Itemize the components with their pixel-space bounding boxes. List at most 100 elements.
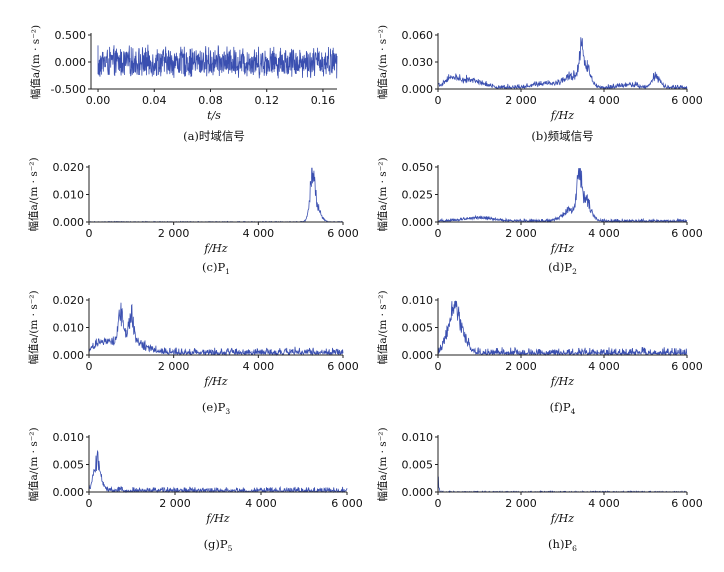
y-tick-label: 0.000 xyxy=(53,349,85,362)
y-tick-label: 0.010 xyxy=(53,431,85,444)
series-line-g xyxy=(88,449,348,494)
y-tick-label: 0.005 xyxy=(402,459,434,472)
x-axis-label: f/Hz xyxy=(550,242,574,255)
y-tick-label: 0.010 xyxy=(53,322,85,335)
caption-text: (g)P xyxy=(204,537,228,551)
panel-caption-e: (e)P3 xyxy=(202,400,231,416)
x-tick-label: 6 000 xyxy=(327,227,359,240)
panel-caption-h: (h)P6 xyxy=(548,537,577,553)
x-tick-label: 2 000 xyxy=(505,360,537,373)
panel-c: 0.000 0.010 0.020 0 2 000 4 000 6 000 f/Hz 幅值a/(… xyxy=(27,157,359,276)
x-tick-label: 4 000 xyxy=(245,497,277,510)
y-tick-label: 0.005 xyxy=(53,459,85,472)
x-axis-label: f/Hz xyxy=(550,375,574,388)
x-tick-label: 2 000 xyxy=(159,497,191,510)
panel-caption-g: (g)P5 xyxy=(204,537,233,553)
panel-f: 0.000 0.005 0.010 0 2 000 4 000 6 000 f/Hz 幅值a/(… xyxy=(376,290,703,416)
y-tick-label: 0.000 xyxy=(55,56,87,69)
caption-text: (e)P xyxy=(202,400,226,414)
series-line-f xyxy=(437,300,688,357)
panel-g: 0.000 0.005 0.010 0 2 000 4 000 6 000 f/Hz 幅值a/(… xyxy=(27,427,363,553)
panel-h: 0.000 0.005 0.010 0 2 000 4 000 6 000 f/Hz 幅值a/(… xyxy=(376,427,703,553)
panel-caption-c: (c)P1 xyxy=(202,260,230,276)
x-tick-label: 0.00 xyxy=(86,94,111,107)
y-tick-label: 0.030 xyxy=(402,56,434,69)
y-tick-label: 0.000 xyxy=(402,486,434,499)
x-tick-label: 0 xyxy=(86,360,93,373)
y-axis-label: 幅值a/(m · s⁻²) xyxy=(27,290,40,364)
panel-caption-a: (a)时域信号 xyxy=(183,129,245,143)
y-tick-label: 0.500 xyxy=(55,29,87,42)
y-axis-label: 幅值a/(m · s⁻²) xyxy=(27,427,40,501)
series-line-a xyxy=(97,44,338,79)
y-axis-label: 幅值a/(m · s⁻²) xyxy=(376,25,389,99)
x-tick-label: 2 000 xyxy=(158,360,190,373)
caption-subscript: 3 xyxy=(225,407,230,416)
x-tick-label: 0 xyxy=(435,360,442,373)
y-tick-label: 0.060 xyxy=(402,29,434,42)
y-tick-label: 0.000 xyxy=(402,83,434,96)
caption-text: (a)时域信号 xyxy=(183,129,245,143)
y-tick-label: 0.025 xyxy=(402,189,434,202)
y-tick-label: 0.000 xyxy=(402,216,434,229)
caption-text: (b)频域信号 xyxy=(531,129,593,143)
y-axis-label: 幅值a/(m · s⁻²) xyxy=(376,290,389,364)
x-tick-label: 2 000 xyxy=(505,227,537,240)
y-tick-label: 0.020 xyxy=(53,294,85,307)
x-tick-label: 4 000 xyxy=(243,360,275,373)
panel-caption-f: (f)P4 xyxy=(550,400,576,416)
x-tick-label: 4 000 xyxy=(588,360,620,373)
y-axis-label: 幅值a/(m · s⁻²) xyxy=(29,25,42,99)
y-tick-label: 0.000 xyxy=(402,349,434,362)
x-tick-label: 0.04 xyxy=(142,94,167,107)
y-tick-label: -0.500 xyxy=(51,83,86,96)
x-tick-label: 4 000 xyxy=(243,227,275,240)
x-tick-label: 6 000 xyxy=(671,497,703,510)
caption-text: (f)P xyxy=(550,400,571,414)
caption-subscript: 4 xyxy=(571,407,576,416)
y-tick-label: 0.005 xyxy=(402,322,434,335)
x-tick-label: 4 000 xyxy=(588,94,620,107)
caption-text: (h)P xyxy=(548,537,572,551)
x-tick-label: 6 000 xyxy=(327,360,359,373)
x-tick-label: 6 000 xyxy=(671,360,703,373)
x-tick-label: 2 000 xyxy=(158,227,190,240)
x-tick-label: 0 xyxy=(86,497,93,510)
series-line-e xyxy=(88,302,344,357)
x-axis-label: f/Hz xyxy=(550,512,574,525)
y-axis-label: 幅值a/(m · s⁻²) xyxy=(376,427,389,501)
x-tick-label: 0 xyxy=(435,227,442,240)
series-line-h xyxy=(437,476,688,493)
y-tick-label: 0.010 xyxy=(402,431,434,444)
panel-caption-b: (b)频域信号 xyxy=(531,129,593,143)
y-tick-label: 0.010 xyxy=(402,294,434,307)
x-tick-label: 4 000 xyxy=(588,227,620,240)
caption-subscript: 5 xyxy=(228,544,233,553)
x-tick-label: 0 xyxy=(435,497,442,510)
x-tick-label: 0 xyxy=(86,227,93,240)
x-tick-label: 6 000 xyxy=(671,94,703,107)
x-axis-label: f/Hz xyxy=(205,512,229,525)
x-tick-label: 0 xyxy=(435,94,442,107)
y-tick-label: 0.050 xyxy=(402,161,434,174)
x-tick-label: 6 000 xyxy=(331,497,363,510)
panel-a: -0.500 0.000 0.500 0.00 0.04 0.08 0.12 0.16 t/s 幅… xyxy=(29,25,338,143)
y-tick-label: 0.000 xyxy=(53,486,85,499)
x-axis-label: f/Hz xyxy=(203,242,227,255)
y-tick-label: 0.010 xyxy=(53,189,85,202)
x-tick-label: 6 000 xyxy=(671,227,703,240)
y-tick-label: 0.020 xyxy=(53,161,85,174)
panel-d: 0.000 0.025 0.050 0 2 000 4 000 6 000 f/Hz 幅值a/(… xyxy=(376,157,703,276)
caption-text: (d)P xyxy=(548,260,572,274)
series-line-c xyxy=(89,167,344,223)
panel-e: 0.000 0.010 0.020 0 2 000 4 000 6 000 f/Hz 幅值a/(… xyxy=(27,290,359,416)
panel-b: 0.000 0.030 0.060 0 2 000 4 000 6 000 f/Hz 幅值a/(… xyxy=(376,25,703,143)
caption-subscript: 2 xyxy=(572,267,577,276)
x-tick-label: 0.08 xyxy=(198,94,223,107)
x-tick-label: 2 000 xyxy=(505,497,537,510)
x-tick-label: 0.12 xyxy=(254,94,279,107)
y-axis-label: 幅值a/(m · s⁻²) xyxy=(27,157,40,231)
caption-subscript: 6 xyxy=(572,544,577,553)
caption-subscript: 1 xyxy=(225,267,230,276)
